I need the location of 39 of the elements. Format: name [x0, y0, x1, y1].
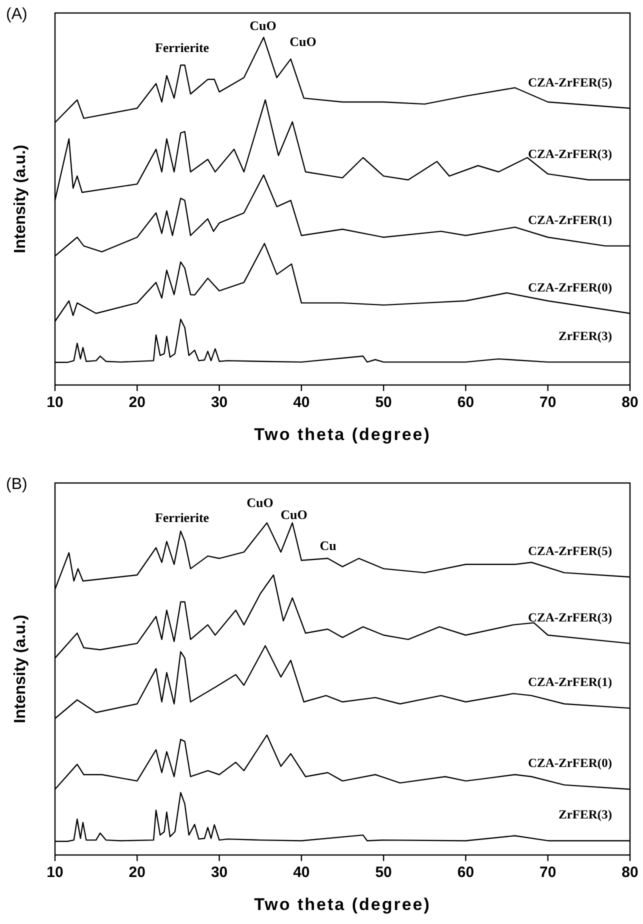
annotation: Ferrierite: [154, 40, 210, 55]
series-label: CZA-ZrFER(1): [528, 675, 612, 690]
x-tick-label: 80: [622, 394, 638, 411]
text: (B): [6, 476, 28, 493]
annotation: CuO: [290, 34, 316, 49]
x-tick-label: 60: [457, 394, 474, 411]
x-tick-label: 80: [622, 864, 638, 881]
text: CuO: [250, 18, 276, 33]
series-label: CZA-ZrFER(3): [528, 610, 612, 624]
text: (A): [6, 6, 28, 23]
series-label: CZA-ZrFER(5): [528, 544, 612, 558]
x-tick-label: 50: [375, 864, 392, 881]
y-axis-title: Intensity (a.u.): [12, 614, 29, 724]
series-label: ZrFER(3): [558, 329, 612, 344]
annotation: Ferrierite: [154, 510, 210, 525]
series-label: CZA-ZrFER(3): [528, 146, 612, 161]
x-tick-label: 50: [375, 394, 392, 411]
y-axis-title: Intensity (a.u.): [12, 144, 29, 254]
text: CuO: [280, 507, 308, 522]
series-label: CZA-ZrFER(5): [528, 75, 612, 90]
text: CuO: [246, 495, 274, 510]
x-axis-title: Two theta (degree): [254, 425, 431, 444]
series-label: ZrFER(3): [558, 808, 612, 822]
x-tick-label: 20: [128, 394, 146, 411]
x-tick-label: 10: [46, 864, 64, 881]
x-tick-label: 60: [457, 864, 474, 881]
x-tick-label: 70: [540, 394, 556, 411]
series-label: CZA-ZrFER(0): [528, 756, 612, 770]
x-tick-label: 30: [210, 394, 228, 411]
x-axis-title: Two theta (degree): [254, 895, 431, 914]
x-tick-label: 70: [540, 864, 556, 881]
x-tick-label: 40: [293, 864, 310, 881]
x-tick-label: 30: [210, 864, 228, 881]
x-tick-label: 20: [128, 864, 146, 881]
series-label: CZA-ZrFER(0): [528, 280, 612, 294]
x-tick-label: 40: [293, 394, 310, 411]
series-label: CZA-ZrFER(1): [528, 212, 612, 227]
annotation: Cu: [320, 538, 336, 553]
x-tick-label: 10: [46, 394, 64, 411]
